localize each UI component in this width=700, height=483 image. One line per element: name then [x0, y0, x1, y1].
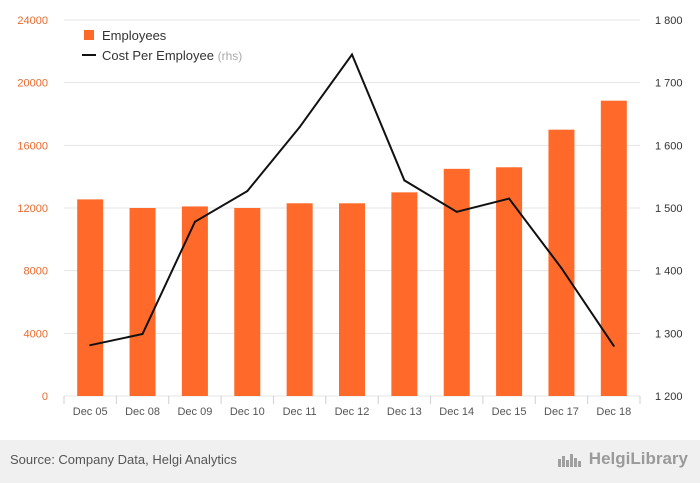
- x-tick-label: Dec 08: [125, 406, 160, 418]
- y-right-tick-label: 1 400: [655, 266, 683, 278]
- bar-employees: [339, 203, 365, 396]
- x-tick-label: Dec 11: [283, 406, 317, 418]
- y-right-tick-label: 1 700: [655, 78, 683, 90]
- x-tick-label: Dec 05: [73, 406, 108, 418]
- y-left-tick-label: 4000: [24, 328, 48, 340]
- x-tick-label: Dec 13: [387, 406, 422, 418]
- brand-name: HelgiLibrary: [588, 449, 688, 468]
- line-point: [89, 344, 92, 347]
- y-left-tick-label: 8000: [24, 266, 48, 278]
- y-right-tick-label: 1 300: [655, 328, 683, 340]
- line-point: [508, 197, 511, 200]
- bar-employees: [286, 203, 313, 396]
- bar-employees: [548, 129, 575, 396]
- bar-employees: [77, 199, 104, 396]
- bar-employees: [600, 100, 627, 396]
- line-point: [560, 267, 563, 270]
- line-point: [193, 220, 196, 223]
- line-series-cost-per-employee: [89, 52, 615, 347]
- line-point: [246, 190, 249, 193]
- line-point: [612, 344, 615, 347]
- x-tick-label: Dec 10: [230, 406, 265, 418]
- y-right-tick-label: 1 800: [655, 15, 683, 27]
- x-tick-label: Dec 18: [596, 406, 631, 418]
- legend-swatch-employees: [84, 30, 94, 40]
- source-note: Source: Company Data, Helgi Analytics: [10, 452, 237, 467]
- x-tick-label: Dec 17: [544, 406, 579, 418]
- bar-employees: [496, 167, 523, 396]
- x-tick-label: Dec 12: [335, 406, 370, 418]
- brand-logo: HelgiLibrary: [557, 449, 688, 469]
- y-left-tick-label: 20000: [17, 78, 48, 90]
- right-axis-labels: 1 200 1 300 1 400 1 500 1 600 1 700 1 800: [655, 15, 683, 403]
- y-left-tick-label: 12000: [17, 203, 48, 215]
- y-left-tick-label: 0: [42, 391, 48, 403]
- x-axis: Dec 05 Dec 08 Dec 09 Dec 10 Dec 11 Dec 12 Dec …: [73, 406, 631, 418]
- y-right-tick-label: 1 600: [655, 140, 683, 152]
- line-point: [455, 210, 458, 213]
- y-left-tick-label: 16000: [17, 140, 48, 152]
- legend-label-cost: Cost Per Employee (rhs): [102, 48, 242, 63]
- footer: Source: Company Data, Helgi Analytics He…: [0, 440, 700, 483]
- x-tick-label: Dec 14: [439, 406, 474, 418]
- bar-employees: [129, 208, 156, 396]
- left-axis-labels: 0 4000 8000 12000 16000 20000 24000: [17, 15, 48, 403]
- bar-employees: [443, 168, 470, 396]
- y-right-tick-label: 1 500: [655, 203, 683, 215]
- x-tick-label: Dec 15: [492, 406, 527, 418]
- legend-label-employees: Employees: [102, 28, 167, 43]
- bar-series-employees: [77, 100, 627, 396]
- y-left-tick-label: 24000: [17, 15, 48, 27]
- line-point: [403, 179, 406, 182]
- gridlines: [63, 19, 641, 404]
- legend: Employees Cost Per Employee (rhs): [82, 28, 242, 63]
- skyline-icon: [557, 454, 581, 467]
- line-point: [351, 53, 353, 56]
- bar-employees: [181, 206, 208, 396]
- x-tick-label: Dec 09: [177, 406, 212, 418]
- line-point: [141, 332, 144, 335]
- bar-employees: [234, 208, 261, 396]
- combo-chart: 0 4000 8000 12000 16000 20000 24000 1 200 1 300…: [17, 15, 683, 418]
- line-point: [298, 126, 301, 129]
- bar-employees: [391, 192, 418, 396]
- y-right-tick-label: 1 200: [655, 391, 683, 403]
